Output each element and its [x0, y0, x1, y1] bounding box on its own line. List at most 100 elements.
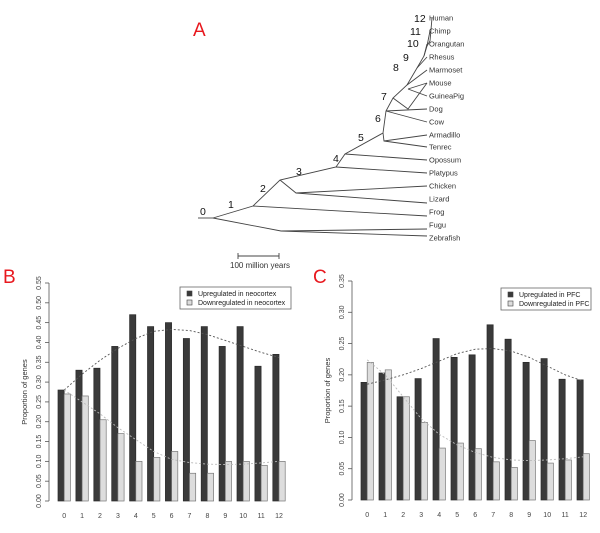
bar-upregulated	[147, 326, 155, 502]
bar-downregulated	[384, 369, 392, 501]
bar-downregulated	[207, 472, 214, 502]
bar-downregulated	[420, 422, 428, 501]
x-tick-label: 5	[152, 513, 156, 520]
y-tick-label: 0.35	[339, 274, 346, 288]
x-tick-label: 9	[527, 512, 531, 519]
branch-frog	[252, 205, 428, 217]
x-tick-label: 11	[562, 512, 569, 519]
y-tick-label: 0.00	[36, 494, 43, 508]
bar-upregulated	[414, 378, 422, 501]
tree-node-label: 5	[358, 132, 364, 144]
x-tick-label: 7	[491, 512, 495, 519]
bar-upregulated	[468, 354, 476, 501]
legend-swatch	[507, 291, 514, 298]
tree-leaf-label: Rhesus	[429, 53, 455, 62]
branch-platypus	[335, 166, 428, 174]
bar-downregulated	[260, 464, 268, 502]
x-tick-label: 0	[62, 513, 66, 520]
bar-downregulated	[366, 361, 374, 501]
bar-downregulated	[135, 461, 143, 502]
tree-leaf-label: Chicken	[429, 182, 456, 191]
bar-downregulated	[224, 461, 232, 502]
bar-upregulated	[218, 346, 226, 502]
bar-upregulated	[378, 372, 386, 501]
panel-label-c: C	[313, 267, 327, 288]
branch-chimp	[426, 30, 431, 47]
legend-box	[179, 286, 292, 310]
legend-label: Downregulated in PFC	[519, 301, 589, 308]
legend-label: Upregulated in PFC	[519, 292, 580, 299]
bar-downregulated	[402, 396, 410, 501]
bar-downregulated	[456, 442, 464, 501]
trend-line-upregulated	[63, 328, 280, 391]
x-tick-label: 0	[365, 512, 369, 519]
x-tick-label: 4	[437, 512, 441, 519]
x-tick-label: 6	[170, 513, 174, 520]
branch-tenrec	[383, 140, 428, 148]
y-tick-label: 0.20	[36, 415, 43, 429]
branch-lizard	[295, 192, 428, 204]
bar-upregulated	[93, 367, 101, 502]
panel-label-a: A	[193, 20, 206, 41]
branch-zebrafish	[280, 230, 428, 237]
branch-chicken	[279, 179, 428, 194]
x-tick-label: 9	[223, 513, 227, 520]
tree-leaf-label: Tenrec	[429, 143, 452, 152]
tree-branches	[198, 17, 433, 259]
tree-node-label: 4	[333, 153, 339, 165]
branch-cow	[385, 110, 428, 123]
y-tick-label: 0.05	[36, 474, 43, 488]
y-tick-label: 0.25	[339, 337, 346, 351]
branch-orangutan	[423, 43, 428, 57]
bar-downregulated	[278, 461, 286, 502]
bar-upregulated	[182, 338, 190, 502]
bar-downregulated	[153, 457, 161, 502]
y-tick-label: 0.55	[36, 276, 43, 290]
bar-upregulated	[576, 379, 584, 501]
trend-line-downregulated	[366, 359, 584, 462]
bar-upregulated	[504, 338, 512, 501]
bar-upregulated	[111, 346, 119, 502]
x-tick-label: 5	[455, 512, 459, 519]
x-tick-label: 12	[275, 513, 283, 520]
panel-label-b: B	[3, 267, 16, 288]
legend: Upregulated in PFC Downregulated in PFC	[500, 287, 592, 311]
trend-line-upregulated	[367, 348, 584, 385]
bar-downregulated	[474, 448, 482, 501]
bar-downregulated	[117, 433, 125, 502]
tree-node-label: 1	[228, 199, 234, 211]
y-tick-label: 0.15	[36, 435, 43, 449]
y-tick-label: 0.50	[36, 296, 43, 310]
scale-bar	[237, 253, 280, 259]
bar-downregulated	[63, 393, 71, 502]
legend-swatch	[186, 290, 193, 297]
branch-fugu	[212, 217, 428, 232]
tree-leaf-label: Marmoset	[429, 66, 463, 75]
x-tick-label: 1	[80, 513, 84, 520]
bar-downregulated	[242, 461, 250, 502]
x-tick-label: 2	[401, 512, 405, 519]
tree-leaf-label: Cow	[429, 118, 445, 127]
y-tick-label: 0.05	[339, 462, 346, 476]
x-tick-label: 8	[205, 513, 209, 520]
x-tick-label: 2	[98, 513, 102, 520]
branch-rhesus	[416, 56, 428, 69]
bar-downregulated	[438, 447, 446, 501]
bar-upregulated	[396, 396, 404, 501]
tree-node-label: 10	[407, 38, 419, 50]
y-tick-label: 0.30	[339, 305, 346, 319]
bar-upregulated	[540, 358, 548, 501]
bar-downregulated	[189, 472, 197, 502]
y-tick-label: 0.40	[36, 336, 43, 350]
y-tick-label: 0.00	[339, 493, 346, 507]
tree-node-label: 6	[375, 113, 381, 125]
tree-leaf-label: Zebrafish	[429, 234, 460, 243]
y-axis-label: Proportion of genes	[323, 358, 332, 424]
branch-marmoset	[406, 69, 428, 86]
tree-node-label: 11	[410, 26, 421, 38]
bar-downregulated	[528, 440, 536, 501]
legend-swatch	[507, 300, 514, 307]
y-axis-label: Proportion of genes	[20, 359, 29, 425]
legend-label: Downregulated in neocortex	[198, 300, 286, 307]
